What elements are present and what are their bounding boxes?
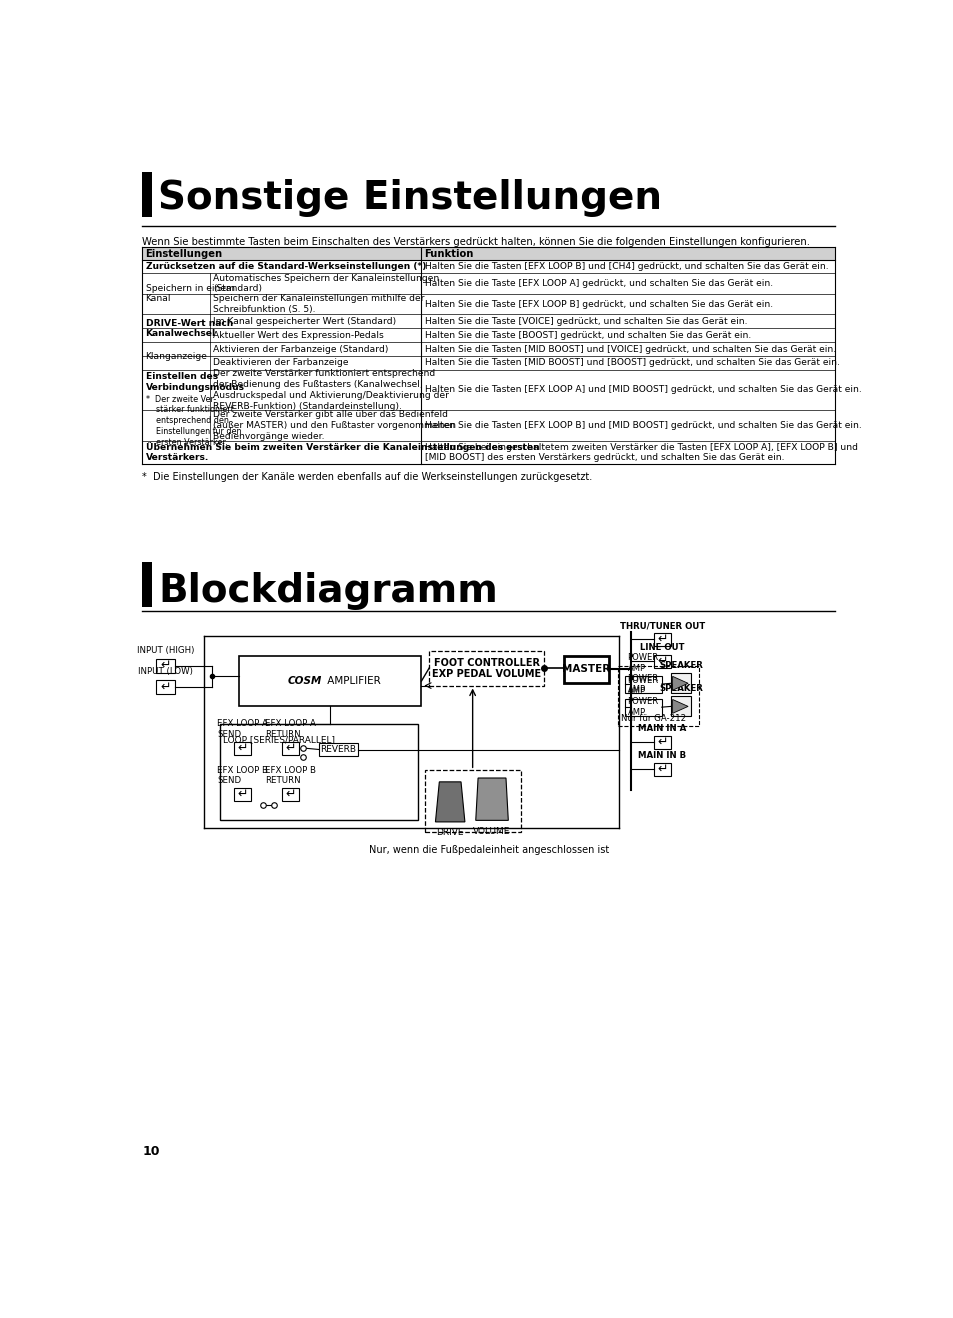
Text: *  Der zweite Ver-
    stärker funktioniert
    entsprechend den
    Einstellung: * Der zweite Ver- stärker funktioniert e… xyxy=(146,394,241,447)
Bar xyxy=(239,656,421,706)
Text: Deaktivieren der Farbanzeige: Deaktivieren der Farbanzeige xyxy=(213,358,348,368)
Bar xyxy=(654,655,670,668)
Text: Übernehmen Sie beim zweiten Verstärker die Kanaleinstellungen des ersten
Verstär: Übernehmen Sie beim zweiten Verstärker d… xyxy=(146,442,538,463)
Bar xyxy=(654,735,670,749)
Text: POWER
AMP: POWER AMP xyxy=(627,675,658,693)
Text: *  Die Einstellungen der Kanäle werden ebenfalls auf die Werkseinstellungen zurü: * Die Einstellungen der Kanäle werden eb… xyxy=(142,472,592,481)
Bar xyxy=(233,788,251,801)
Bar xyxy=(282,788,298,801)
Text: ↵: ↵ xyxy=(237,742,248,754)
Text: ↵: ↵ xyxy=(237,788,248,800)
Text: Der zweite Verstärker gibt alle über das Bedienfeld
(außer MASTER) und den Fußta: Der zweite Verstärker gibt alle über das… xyxy=(213,410,456,440)
Text: INPUT (HIGH): INPUT (HIGH) xyxy=(137,646,194,655)
Text: COSM: COSM xyxy=(288,676,322,685)
Polygon shape xyxy=(476,778,508,820)
Text: POWER
AMP: POWER AMP xyxy=(627,697,658,717)
Bar xyxy=(156,659,174,672)
Text: EFX LOOP A
SEND: EFX LOOP A SEND xyxy=(217,720,268,739)
Text: EFX LOOP A
RETURN: EFX LOOP A RETURN xyxy=(265,720,315,739)
Text: VOLUME: VOLUME xyxy=(473,826,510,836)
Text: Speichern in einem
Kanal: Speichern in einem Kanal xyxy=(146,283,234,303)
Text: Aktivieren der Farbanzeige (Standard): Aktivieren der Farbanzeige (Standard) xyxy=(213,344,388,353)
Text: THRU/TUNER OUT: THRU/TUNER OUT xyxy=(619,621,704,630)
Text: Sonstige Einstellungen: Sonstige Einstellungen xyxy=(158,179,661,217)
Text: DRIVE-Wert nach
Kanalwechsel: DRIVE-Wert nach Kanalwechsel xyxy=(146,319,233,337)
Text: REVERB: REVERB xyxy=(320,745,356,754)
Bar xyxy=(425,770,520,832)
Text: INPUT (LOW): INPUT (LOW) xyxy=(138,667,193,676)
Polygon shape xyxy=(672,700,687,713)
Text: Halten Sie die Taste [EFX LOOP A] gedrückt, und schalten Sie das Gerät ein.: Halten Sie die Taste [EFX LOOP A] gedrüc… xyxy=(424,279,772,287)
Text: POWER
AMP: POWER AMP xyxy=(627,654,658,672)
Polygon shape xyxy=(672,676,687,691)
Text: Speichern der Kanaleinstellungen mithilfe der
Schreibfunktion (S. 5).: Speichern der Kanaleinstellungen mithilf… xyxy=(213,294,424,314)
Bar xyxy=(282,742,298,755)
Text: Zurücksetzen auf die Standard-Werkseinstellungen (*): Zurücksetzen auf die Standard-Werkseinst… xyxy=(146,262,426,270)
Text: Halten Sie die Taste [BOOST] gedrückt, und schalten Sie das Gerät ein.: Halten Sie die Taste [BOOST] gedrückt, u… xyxy=(424,331,750,340)
Bar xyxy=(429,651,543,685)
Bar xyxy=(624,676,661,692)
Bar xyxy=(563,656,608,683)
Text: Halten Sie bei eingeschaltetem zweiten Verstärker die Tasten [EFX LOOP A], [EFX : Halten Sie bei eingeschaltetem zweiten V… xyxy=(424,443,857,463)
Text: SPEAKER: SPEAKER xyxy=(659,662,702,671)
Text: Einstellen des
Verbindungsmodus: Einstellen des Verbindungsmodus xyxy=(146,372,244,393)
Text: ↵: ↵ xyxy=(285,742,295,754)
Text: Halten Sie die Tasten [MID BOOST] und [VOICE] gedrückt, und schalten Sie das Ger: Halten Sie die Tasten [MID BOOST] und [V… xyxy=(424,344,835,353)
Bar xyxy=(142,248,835,260)
Bar xyxy=(618,667,699,726)
Bar xyxy=(670,673,691,693)
Text: ↵: ↵ xyxy=(160,659,171,672)
Text: FOOT CONTROLLER: FOOT CONTROLLER xyxy=(434,658,539,668)
Text: Halten Sie die Tasten [EFX LOOP B] und [CH4] gedrückt, und schalten Sie das Gerä: Halten Sie die Tasten [EFX LOOP B] und [… xyxy=(424,262,827,270)
Text: Im Kanal gespeicherter Wert (Standard): Im Kanal gespeicherter Wert (Standard) xyxy=(213,316,395,326)
Text: ↵: ↵ xyxy=(285,788,295,800)
Text: ↵: ↵ xyxy=(657,655,667,667)
Text: Halten Sie die Tasten [EFX LOOP A] und [MID BOOST] gedrückt, und schalten Sie da: Halten Sie die Tasten [EFX LOOP A] und [… xyxy=(424,385,861,394)
Text: SPEAKER: SPEAKER xyxy=(659,684,702,693)
Bar xyxy=(654,633,670,646)
Text: 10: 10 xyxy=(142,1144,160,1157)
Text: MAIN IN B: MAIN IN B xyxy=(638,750,686,759)
Bar xyxy=(624,699,661,716)
Text: EXP PEDAL VOLUME: EXP PEDAL VOLUME xyxy=(432,670,540,679)
Text: Automatisches Speichern der Kanaleinstellungen
(Standard): Automatisches Speichern der Kanaleinstel… xyxy=(213,274,438,293)
Text: Funktion: Funktion xyxy=(424,249,474,258)
Bar xyxy=(319,742,357,757)
Text: Nur, wenn die Fußpedaleinheit angeschlossen ist: Nur, wenn die Fußpedaleinheit angeschlos… xyxy=(369,845,608,855)
Text: Der zweite Verstärker funktioniert entsprechend
der Bedienung des Fußtasters (Ka: Der zweite Verstärker funktioniert entsp… xyxy=(213,369,449,410)
Text: LINE OUT: LINE OUT xyxy=(639,643,684,651)
Text: Halten Sie die Tasten [EFX LOOP B] und [MID BOOST] gedrückt, und schalten Sie da: Halten Sie die Tasten [EFX LOOP B] und [… xyxy=(424,420,861,430)
Text: Nur für GA-212: Nur für GA-212 xyxy=(620,714,686,724)
Text: EFX LOOP B
SEND: EFX LOOP B SEND xyxy=(216,766,268,786)
Text: ↵: ↵ xyxy=(160,680,171,693)
Bar xyxy=(142,563,152,608)
Text: POWER
AMP: POWER AMP xyxy=(627,676,658,696)
Text: Einstellungen: Einstellungen xyxy=(146,249,222,258)
Text: Aktueller Wert des Expression-Pedals: Aktueller Wert des Expression-Pedals xyxy=(213,331,383,340)
Text: LOOP [SERIES/PARALLEL]: LOOP [SERIES/PARALLEL] xyxy=(223,735,335,743)
Bar xyxy=(220,724,417,820)
Text: ↵: ↵ xyxy=(657,633,667,646)
Text: DRIVE: DRIVE xyxy=(436,828,463,837)
Polygon shape xyxy=(435,782,464,822)
Text: AMPLIFIER: AMPLIFIER xyxy=(323,676,380,685)
Text: MASTER: MASTER xyxy=(562,664,610,675)
Bar xyxy=(233,742,251,755)
Bar xyxy=(142,173,152,216)
Text: Klanganzeige: Klanganzeige xyxy=(146,352,207,361)
Bar xyxy=(670,696,691,717)
Text: ↵: ↵ xyxy=(657,735,667,749)
Bar xyxy=(156,680,174,695)
Bar xyxy=(654,763,670,776)
Text: Wenn Sie bestimmte Tasten beim Einschalten des Verstärkers gedrückt halten, könn: Wenn Sie bestimmte Tasten beim Einschalt… xyxy=(142,237,810,246)
Text: MAIN IN A: MAIN IN A xyxy=(638,724,686,733)
Text: Halten Sie die Taste [VOICE] gedrückt, und schalten Sie das Gerät ein.: Halten Sie die Taste [VOICE] gedrückt, u… xyxy=(424,316,746,326)
Text: Halten Sie die Tasten [MID BOOST] und [BOOST] gedrückt, und schalten Sie das Ger: Halten Sie die Tasten [MID BOOST] und [B… xyxy=(424,358,839,368)
Text: ↵: ↵ xyxy=(657,762,667,775)
Text: Blockdiagramm: Blockdiagramm xyxy=(158,572,497,610)
Text: EFX LOOP B
RETURN: EFX LOOP B RETURN xyxy=(265,766,315,786)
Text: Halten Sie die Taste [EFX LOOP B] gedrückt, und schalten Sie das Gerät ein.: Halten Sie die Taste [EFX LOOP B] gedrüc… xyxy=(424,299,772,308)
